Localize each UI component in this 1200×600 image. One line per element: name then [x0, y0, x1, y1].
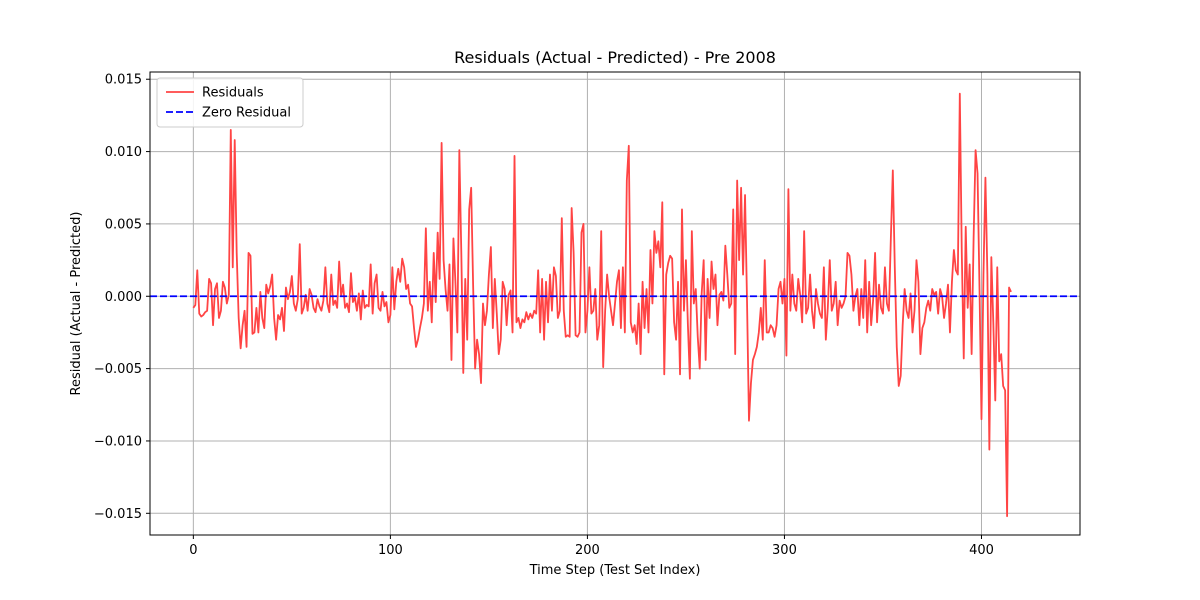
plot-frame — [149, 71, 1081, 536]
x-tick-label: 100 — [378, 543, 403, 558]
y-tick-label: 0.000 — [105, 290, 142, 305]
y-axis-label: Residual (Actual - Predicted) — [69, 212, 84, 396]
x-tick-label: 400 — [969, 543, 994, 558]
y-tick-label: 0.010 — [105, 145, 142, 160]
chart-title: Residuals (Actual - Predicted) - Pre 200… — [454, 48, 776, 67]
series-layer — [150, 92, 1080, 518]
x-tick-label: 200 — [575, 543, 600, 558]
legend-entry-zero-residual: Zero Residual — [202, 106, 291, 121]
legend-entry-residuals: Residuals — [202, 86, 264, 101]
y-tick-label: −0.015 — [94, 507, 142, 522]
y-tick-label: −0.010 — [94, 434, 142, 449]
y-tick-label: 0.015 — [105, 73, 142, 88]
x-axis-label: Time Step (Test Set Index) — [529, 563, 701, 578]
legend-box — [156, 77, 304, 128]
x-tick-label: 300 — [772, 543, 797, 558]
ticks: 0 100 200 300 400 −0.015 −0.010 −0.005 0.000 0.00… — [94, 73, 994, 558]
y-tick-label: 0.005 — [105, 217, 142, 232]
series-line-residuals — [192, 92, 1012, 518]
legend: Residuals Zero Residual — [156, 77, 304, 128]
y-tick-label: −0.005 — [94, 362, 142, 377]
x-tick-label: 0 — [189, 543, 197, 558]
